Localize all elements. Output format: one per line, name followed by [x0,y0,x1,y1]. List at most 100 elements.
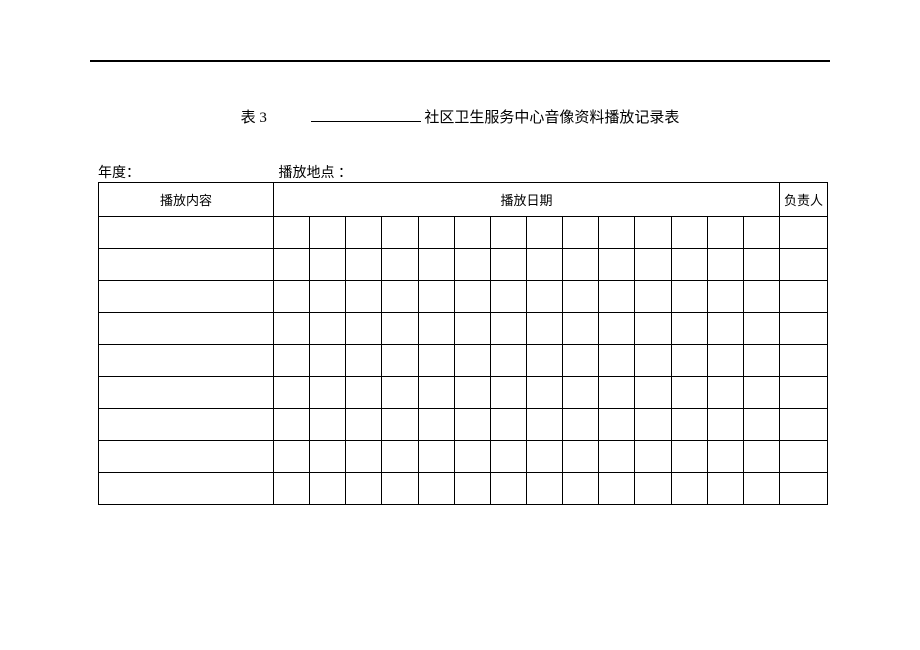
table-header: 播放内容 播放日期 负责人 [99,183,828,217]
cell-owner [780,281,828,313]
cell-date [635,217,671,249]
cell-date [346,473,382,505]
cell-date [671,473,707,505]
cell-date [490,473,526,505]
cell-date [490,313,526,345]
cell-date [707,345,743,377]
cell-date [707,217,743,249]
cell-date [310,217,346,249]
cell-date [346,313,382,345]
cell-date [526,441,562,473]
cell-date [346,281,382,313]
cell-date [707,409,743,441]
table-row [99,409,828,441]
cell-date [599,345,635,377]
cell-date [671,409,707,441]
cell-date [490,249,526,281]
cell-date [382,377,418,409]
cell-date [526,473,562,505]
year-label: 年度： [98,162,140,182]
cell-date [526,313,562,345]
cell-date [274,249,310,281]
title-blank-underline [311,107,421,122]
cell-date [599,281,635,313]
cell-date [707,473,743,505]
cell-date [671,377,707,409]
cell-date [743,249,779,281]
cell-date [563,249,599,281]
cell-date [346,345,382,377]
cell-date [418,441,454,473]
cell-date [563,377,599,409]
cell-date [526,345,562,377]
cell-date [454,281,490,313]
cell-date [526,217,562,249]
cell-date [490,345,526,377]
cell-date [454,377,490,409]
document-title: 表 3 社区卫生服务中心音像资料播放记录表 [0,106,920,127]
cell-date [707,441,743,473]
cell-date [599,377,635,409]
cell-date [274,217,310,249]
cell-date [635,473,671,505]
cell-owner [780,473,828,505]
cell-content [99,409,274,441]
cell-date [310,249,346,281]
cell-date [274,473,310,505]
table-row [99,249,828,281]
cell-date [563,217,599,249]
header-content: 播放内容 [99,183,274,217]
cell-date [346,249,382,281]
cell-date [346,441,382,473]
table-row [99,313,828,345]
cell-date [563,409,599,441]
cell-owner [780,217,828,249]
cell-date [599,249,635,281]
cell-date [454,441,490,473]
cell-date [454,249,490,281]
cell-date [418,217,454,249]
cell-date [418,409,454,441]
cell-date [274,377,310,409]
table-row [99,217,828,249]
cell-date [274,345,310,377]
table-body [99,217,828,505]
location-label: 播放地点 ： [279,162,353,182]
cell-owner [780,377,828,409]
cell-date [310,281,346,313]
cell-date [671,281,707,313]
cell-date [418,281,454,313]
cell-date [310,409,346,441]
cell-date [310,441,346,473]
cell-date [454,409,490,441]
cell-date [671,217,707,249]
cell-content [99,313,274,345]
cell-date [382,345,418,377]
cell-date [563,473,599,505]
cell-date [743,345,779,377]
cell-date [599,409,635,441]
cell-date [490,281,526,313]
cell-date [490,441,526,473]
cell-date [743,313,779,345]
cell-content [99,441,274,473]
table-row [99,441,828,473]
cell-owner [780,345,828,377]
cell-date [274,441,310,473]
cell-date [346,409,382,441]
cell-date [599,217,635,249]
cell-date [671,441,707,473]
cell-date [635,377,671,409]
cell-date [563,281,599,313]
cell-date [743,409,779,441]
cell-date [490,217,526,249]
cell-owner [780,441,828,473]
cell-date [526,377,562,409]
cell-date [382,313,418,345]
cell-date [743,281,779,313]
cell-date [418,345,454,377]
table-row [99,345,828,377]
table-row [99,473,828,505]
cell-date [274,313,310,345]
cell-date [743,473,779,505]
